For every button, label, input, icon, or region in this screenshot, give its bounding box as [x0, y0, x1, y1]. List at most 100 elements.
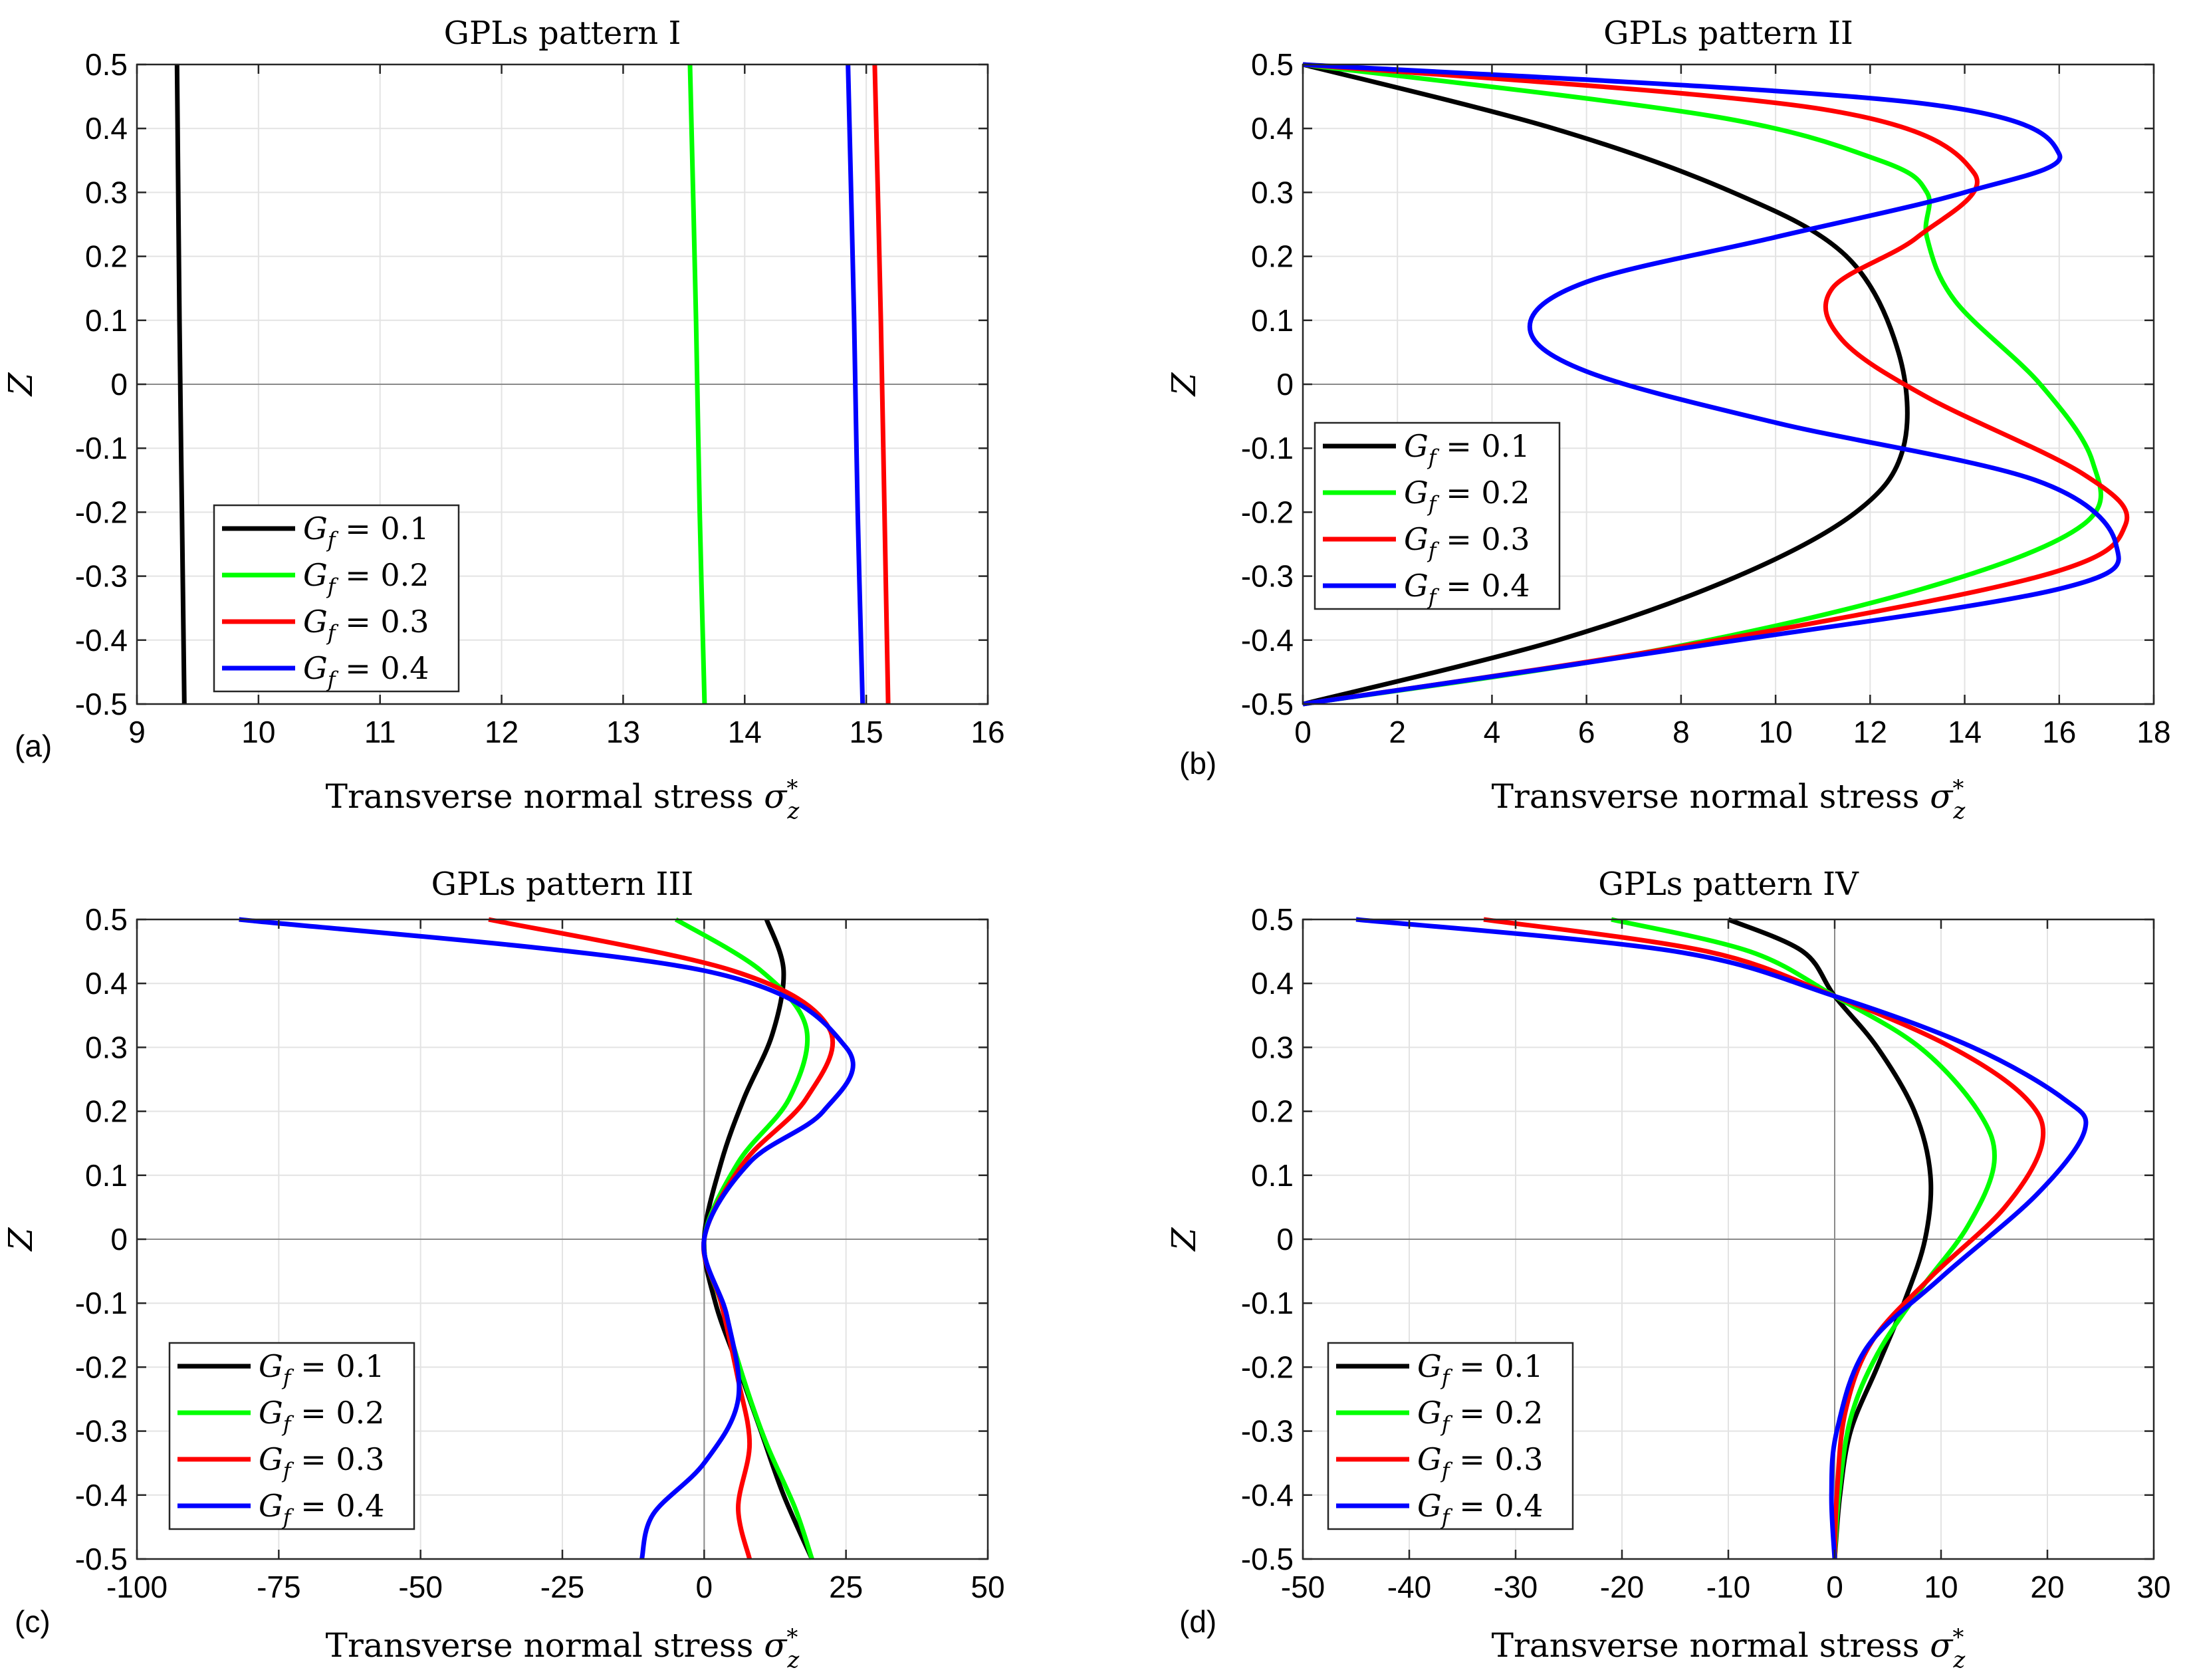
series-line-gf-1	[1727, 917, 1934, 1560]
x-tick-label: 2	[1389, 715, 1406, 749]
legend: Gf = 0.1 Gf = 0.2 Gf = 0.3Gf = 0.4	[213, 504, 460, 693]
x-tick-label: 30	[2136, 1570, 2170, 1604]
chart-title: GPLs pattern IV	[1598, 866, 1859, 903]
y-tick-label: -0.3	[75, 559, 128, 594]
legend: Gf = 0.1 Gf = 0.2Gf = 0.3 Gf = 0.4	[1327, 1342, 1574, 1530]
y-tick-label: -0.2	[75, 495, 128, 529]
x-tick-label: -100	[106, 1570, 168, 1604]
y-axis-label: Z	[1165, 1227, 1203, 1252]
y-tick-label: 0.5	[85, 902, 128, 937]
y-tick-label: 0.2	[85, 239, 128, 274]
chart-panel-1: 9 10 11 12 13 14 15 16 0.5 0.4 0.3 0.2 0.1 0 -0.1 -0.2 -…	[1, 15, 1005, 824]
legend-entry-gf-1: Gf = 0.1	[259, 1348, 385, 1390]
y-tick-label: -0.5	[75, 687, 128, 721]
y-tick-label: 0.2	[85, 1094, 128, 1129]
y-tick-label: 0.4	[1251, 966, 1294, 1001]
x-tick-label: 4	[1484, 715, 1501, 749]
legend-entry-gf-2: Gf = 0.2	[303, 557, 429, 599]
series-line-gf-1	[174, 64, 187, 705]
legend-entry-gf-2: Gf = 0.2	[1417, 1395, 1544, 1437]
y-tick-label: 0	[110, 1222, 128, 1257]
x-tick-label: 12	[485, 715, 518, 749]
x-tick-label: 16	[2042, 715, 2076, 749]
y-tick-label: -0.4	[1241, 623, 1294, 658]
legend-box	[1314, 421, 1561, 610]
legend-entry-gf-4: Gf = 0.4	[303, 650, 429, 692]
series-line-gf-3	[872, 64, 891, 705]
x-tick-label: 6	[1578, 715, 1595, 749]
y-tick-label: 0.5	[1251, 47, 1294, 82]
x-tick-label: 10	[1924, 1570, 1958, 1604]
legend-box	[213, 504, 460, 693]
x-tick-label: -20	[1600, 1570, 1644, 1604]
chart-title: GPLs pattern II	[1603, 15, 1853, 52]
y-tick-label: 0.5	[85, 47, 128, 82]
y-tick-label: -0.4	[1241, 1478, 1294, 1512]
x-tick-label: 16	[971, 715, 1004, 749]
x-tick-label: 0	[696, 1570, 713, 1604]
series-line-gf-4	[846, 64, 865, 705]
legend-entry-gf-2: Gf = 0.2	[259, 1395, 385, 1437]
y-tick-label: -0.4	[75, 623, 128, 658]
x-tick-label: -25	[540, 1570, 584, 1604]
y-tick-label: -0.1	[1241, 1286, 1294, 1320]
x-tick-label: -30	[1494, 1570, 1538, 1604]
y-tick-label: 0.3	[85, 1030, 128, 1064]
series-line-gf-4	[239, 917, 856, 1560]
legend-entry-gf-1: Gf = 0.1	[1417, 1348, 1544, 1390]
legend-entry-gf-3: Gf = 0.3	[303, 604, 429, 646]
y-tick-label: 0.3	[1251, 175, 1294, 209]
legend-entry-gf-3: Gf = 0.3	[1417, 1441, 1544, 1483]
y-tick-label: 0.4	[85, 966, 128, 1001]
panel-label: (d)	[1179, 1604, 1216, 1639]
x-tick-label: 11	[364, 715, 396, 749]
y-tick-label: 0.4	[85, 111, 128, 146]
y-tick-label: -0.2	[1241, 1350, 1294, 1384]
legend-entry-gf-1: Gf = 0.1	[303, 511, 429, 552]
y-tick-label: 0.2	[1251, 239, 1294, 274]
x-tick-label: 0	[1294, 715, 1312, 749]
x-tick-label: -75	[257, 1570, 300, 1604]
x-tick-label: 10	[241, 715, 275, 749]
y-tick-label: 0.1	[1251, 1158, 1294, 1193]
x-tick-label: 15	[850, 715, 883, 749]
x-tick-label: 8	[1672, 715, 1690, 749]
x-tick-label: 14	[728, 715, 762, 749]
y-tick-label: -0.1	[75, 431, 128, 465]
y-tick-label: 0	[1276, 367, 1294, 402]
legend-entry-gf-3: Gf = 0.3	[1404, 521, 1530, 563]
x-tick-label: 20	[2030, 1570, 2064, 1604]
chart-title: GPLs pattern III	[431, 866, 694, 903]
series-line-gf-1	[1302, 62, 1910, 707]
series-line-gf-2	[1611, 917, 1997, 1560]
x-tick-label: -50	[1281, 1570, 1325, 1604]
y-axis-label: Z	[1, 1227, 40, 1252]
series-line-gf-4	[1302, 62, 2121, 707]
x-tick-label: 13	[606, 715, 640, 749]
legend-entry-gf-2: Gf = 0.2	[1404, 475, 1530, 517]
y-tick-label: -0.5	[1241, 687, 1294, 721]
y-tick-label: -0.1	[1241, 431, 1294, 465]
legend-entry-gf-4: Gf = 0.4	[259, 1488, 385, 1530]
chart-panel-3: -100 -75 -50 -25 0 25 50 0.5 0.4 0.3 0.2 0.1 0 -0.1 -0…	[1, 866, 1005, 1673]
y-tick-label: -0.2	[1241, 495, 1294, 529]
y-tick-label: 0.3	[1251, 1030, 1294, 1064]
x-tick-label: -40	[1387, 1570, 1431, 1604]
legend-box	[168, 1342, 415, 1530]
series-line-gf-4	[1355, 917, 2089, 1560]
legend-entry-gf-4: Gf = 0.4	[1417, 1488, 1544, 1530]
x-tick-label: -10	[1706, 1570, 1750, 1604]
series-line-gf-2	[687, 64, 707, 705]
y-tick-label: -0.1	[75, 1286, 128, 1320]
y-tick-label: -0.3	[1241, 559, 1294, 594]
panel-label: (a)	[15, 729, 52, 763]
panel-label: (c)	[15, 1604, 51, 1639]
x-tick-label: 9	[128, 715, 146, 749]
chart-panel-4: -50 -40 -30 -20 -10 0 10 20 30 0.5 0.4 0.3 0.2 0.1 0 -0…	[1165, 866, 2171, 1673]
y-axis-label: Z	[1165, 372, 1203, 397]
x-tick-label: 25	[829, 1570, 863, 1604]
legend-entry-gf-1: Gf = 0.1	[1404, 428, 1530, 470]
x-tick-label: -50	[398, 1570, 442, 1604]
y-tick-label: -0.3	[1241, 1414, 1294, 1449]
